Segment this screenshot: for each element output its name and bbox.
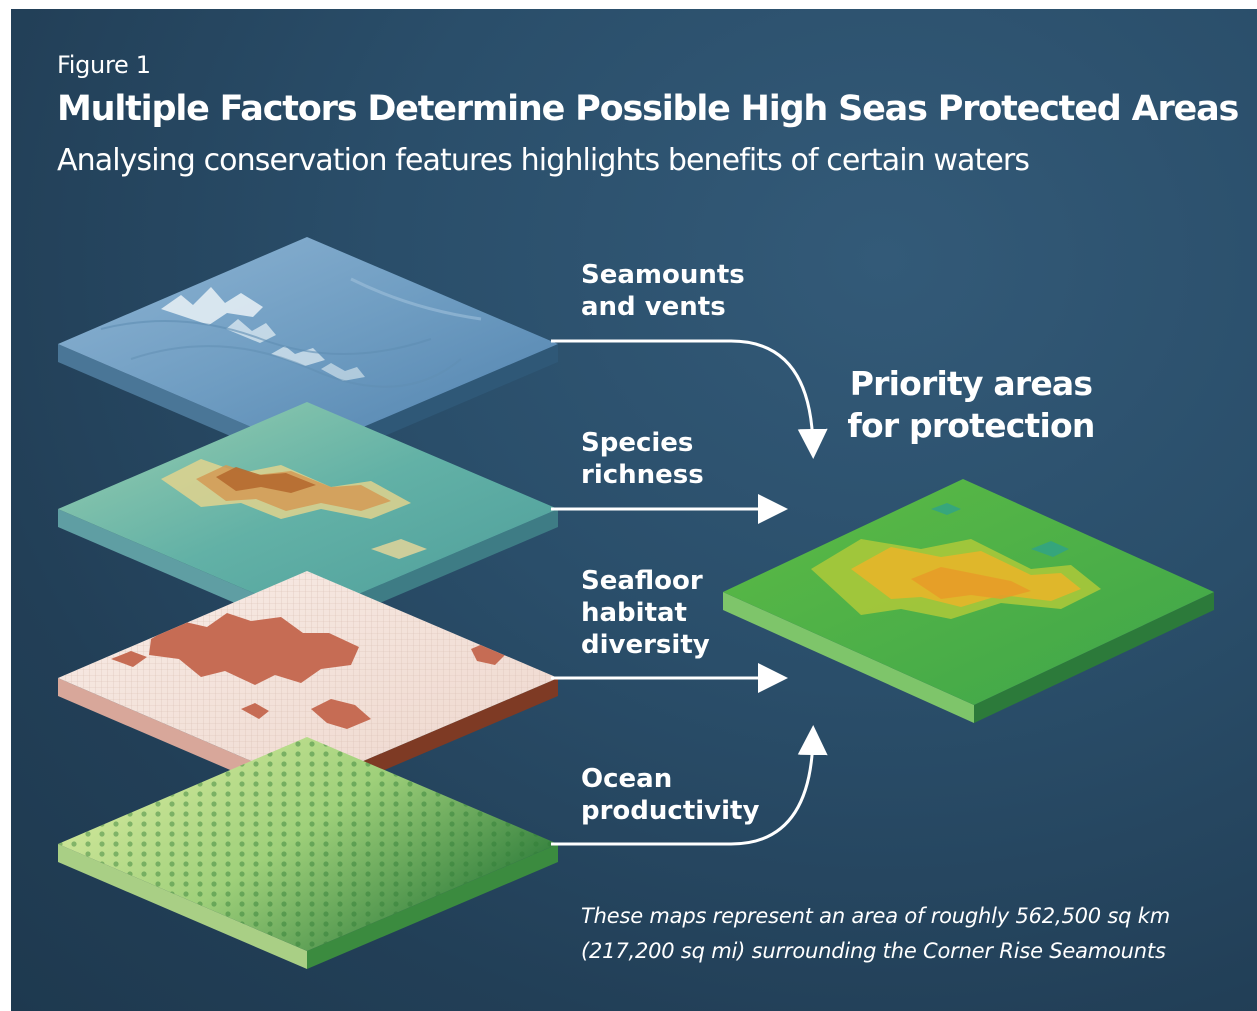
productivity-layer xyxy=(58,737,558,969)
figure-subtitle: Analysing conservation features highligh… xyxy=(57,143,1030,178)
priority-areas-label: Priority areas for protection xyxy=(847,364,1095,445)
figure-label: Figure 1 xyxy=(57,51,151,79)
layer-label-seamounts: Seamounts and vents xyxy=(581,260,745,322)
figure-title: Multiple Factors Determine Possible High… xyxy=(57,89,1239,129)
priority-layer xyxy=(723,479,1214,723)
layer-diagram xyxy=(58,237,1214,969)
arrow-productivity xyxy=(551,725,828,846)
layer-label-seafloor: Seafloor habitat diversity xyxy=(581,566,710,660)
figure-panel: Figure 1 Multiple Factors Determine Poss… xyxy=(11,9,1257,1011)
layer-label-productivity: Ocean productivity xyxy=(581,764,760,826)
figure-caption: These maps represent an area of roughly … xyxy=(581,904,1170,963)
arrow-seamounts xyxy=(551,339,828,459)
flow-arrows xyxy=(551,339,828,846)
layer-label-species: Species richness xyxy=(581,428,704,490)
